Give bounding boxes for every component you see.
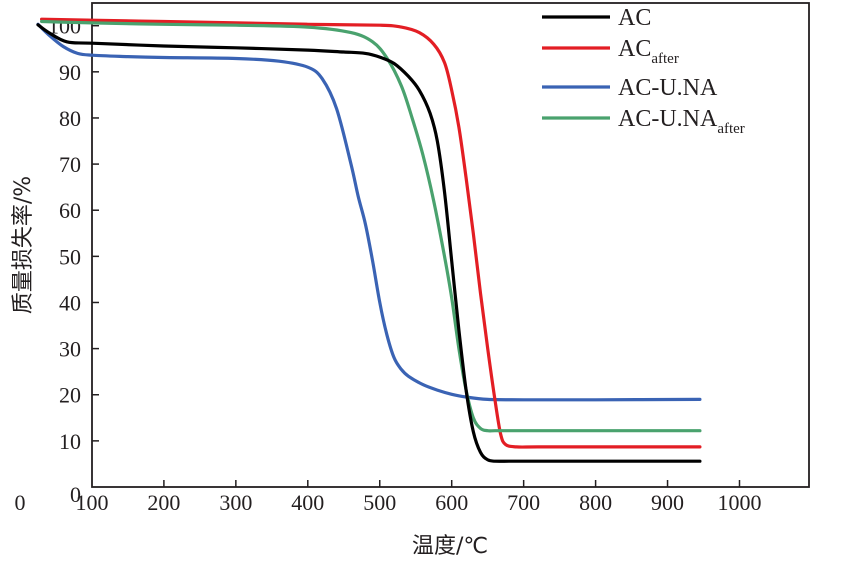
y-tick-label: 80 xyxy=(59,106,81,131)
x-tick-label: 200 xyxy=(147,490,180,515)
y-tick-label: 20 xyxy=(59,383,81,408)
legend-label-ac: AC xyxy=(618,5,651,31)
y-tick-label: 90 xyxy=(59,60,81,85)
series-line-ac-u-na xyxy=(36,22,702,402)
y-tick-label: 10 xyxy=(59,429,81,454)
x-tick-label: 500 xyxy=(363,490,396,515)
series-line-ac-u-naafter xyxy=(40,19,702,433)
x-tick-label: 700 xyxy=(507,490,540,515)
x-tick-label: 400 xyxy=(291,490,324,515)
legend-label-acafter: ACafter xyxy=(618,36,679,67)
x-tick-label: 900 xyxy=(651,490,684,515)
y-tick-label: 70 xyxy=(59,152,81,177)
x-tick-label: 800 xyxy=(579,490,612,515)
x-tick-label: 1000 xyxy=(718,490,762,515)
legend-label-ac-u-na: AC-U.NA xyxy=(618,75,718,101)
series-line-acafter xyxy=(40,17,702,449)
y-tick-label: 0 xyxy=(70,482,81,507)
x-tick-label: 300 xyxy=(219,490,252,515)
y-tick-label: 50 xyxy=(59,244,81,269)
y-tick-label: 60 xyxy=(59,198,81,223)
series-line-ac xyxy=(36,23,702,463)
series-lines xyxy=(36,17,702,463)
x-tick-label: 600 xyxy=(435,490,468,515)
legend: AC ACafter AC-U.NA AC-U.NAafter xyxy=(542,5,745,137)
plot-frame xyxy=(91,2,810,488)
y-tick-label: 40 xyxy=(59,290,81,315)
x-axis-title: 温度/℃ xyxy=(412,534,488,559)
x-tick-label: 0 xyxy=(15,490,26,515)
y-axis-title: 质量损失率/% xyxy=(11,176,36,314)
y-tick-label: 30 xyxy=(59,337,81,362)
x-tick-label: 100 xyxy=(75,490,108,515)
legend-label-ac-u-naafter: AC-U.NAafter xyxy=(618,106,745,137)
axis-ticks xyxy=(92,24,741,487)
axis-tick-labels: 0 100 200 300 400 500 600 700 800 900 100001020304… xyxy=(15,14,762,515)
